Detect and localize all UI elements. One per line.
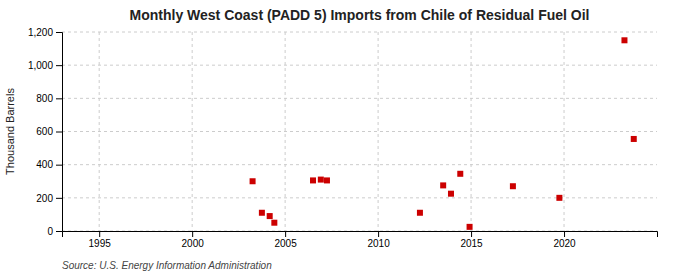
tick-mark — [56, 132, 62, 133]
point — [259, 210, 265, 216]
tick: 1,200 — [28, 27, 62, 38]
tick-mark — [56, 198, 62, 199]
tick-mark — [56, 98, 62, 99]
grid-line — [62, 164, 657, 165]
tick: 2015 — [460, 231, 483, 249]
point — [448, 191, 454, 197]
tick-label: 2020 — [553, 238, 576, 249]
tick: 400 — [36, 159, 62, 170]
axis-line — [63, 232, 658, 238]
tick: 2005 — [275, 231, 298, 249]
tick-mark — [378, 231, 379, 237]
tick-mark — [471, 231, 472, 237]
chart: 1995 2000 2005 2010 2015 2020 0 200 400 600 800 1,0… — [0, 0, 675, 275]
tick-label: 2010 — [367, 238, 390, 249]
point — [417, 210, 423, 216]
point — [271, 220, 277, 226]
point — [250, 178, 256, 184]
grid-line — [62, 65, 657, 66]
tick-label: 200 — [36, 193, 53, 204]
y-axis-title: Thousand Barrels — [4, 88, 16, 175]
point — [556, 195, 562, 201]
tick-mark — [56, 231, 62, 232]
grid-line — [99, 32, 100, 231]
grid-line — [192, 32, 193, 231]
point — [457, 171, 463, 177]
tick-label: 400 — [36, 159, 53, 170]
tick: 1995 — [89, 231, 112, 249]
axis-line — [56, 33, 63, 232]
tick-mark — [99, 231, 100, 237]
point — [467, 224, 473, 230]
source: Source: U.S. Energy Information Administ… — [62, 260, 272, 271]
tick: 200 — [36, 193, 62, 204]
plot: 1995 2000 2005 2010 2015 2020 0 200 400 600 800 1,0… — [28, 27, 658, 249]
grid-line — [62, 197, 657, 198]
y-axis: 0 200 400 600 800 1,000 1,200 — [28, 27, 63, 237]
point — [324, 177, 330, 183]
tick: 2000 — [182, 231, 205, 249]
tick-mark — [285, 231, 286, 237]
tick-label: 2000 — [182, 238, 205, 249]
tick: 0 — [47, 226, 62, 237]
point — [310, 177, 316, 183]
tick: 1,000 — [28, 60, 62, 71]
tick-label: 2005 — [275, 238, 298, 249]
tick-mark — [56, 65, 62, 66]
grid — [62, 32, 657, 231]
tick-mark — [192, 231, 193, 237]
tick: 800 — [36, 93, 62, 104]
tick-label: 1995 — [89, 238, 112, 249]
tick-label: 2015 — [460, 238, 483, 249]
point — [267, 213, 273, 219]
grid-line — [471, 32, 472, 231]
grid-line — [62, 98, 657, 99]
tick-label: 800 — [36, 93, 53, 104]
point — [440, 182, 446, 188]
point — [510, 183, 516, 189]
tick-label: 1,000 — [28, 60, 53, 71]
point — [621, 37, 627, 43]
grid-line — [564, 32, 565, 231]
title: Monthly West Coast (PADD 5) Imports from… — [130, 7, 590, 23]
grid-line — [62, 32, 657, 33]
tick-mark — [56, 165, 62, 166]
tick: 600 — [36, 126, 62, 137]
points — [250, 37, 637, 230]
tick: 2010 — [367, 231, 390, 249]
point — [318, 177, 324, 183]
tick-label: 1,200 — [28, 27, 53, 38]
grid-line — [285, 32, 286, 231]
tick-label: 600 — [36, 126, 53, 137]
point — [631, 136, 637, 142]
grid-line — [378, 32, 379, 231]
tick: 2020 — [553, 231, 576, 249]
tick-mark — [56, 32, 62, 33]
grid-line — [62, 131, 657, 132]
tick-label: 0 — [47, 226, 53, 237]
tick-mark — [564, 231, 565, 237]
x-axis: 1995 2000 2005 2010 2015 2020 — [63, 231, 658, 249]
